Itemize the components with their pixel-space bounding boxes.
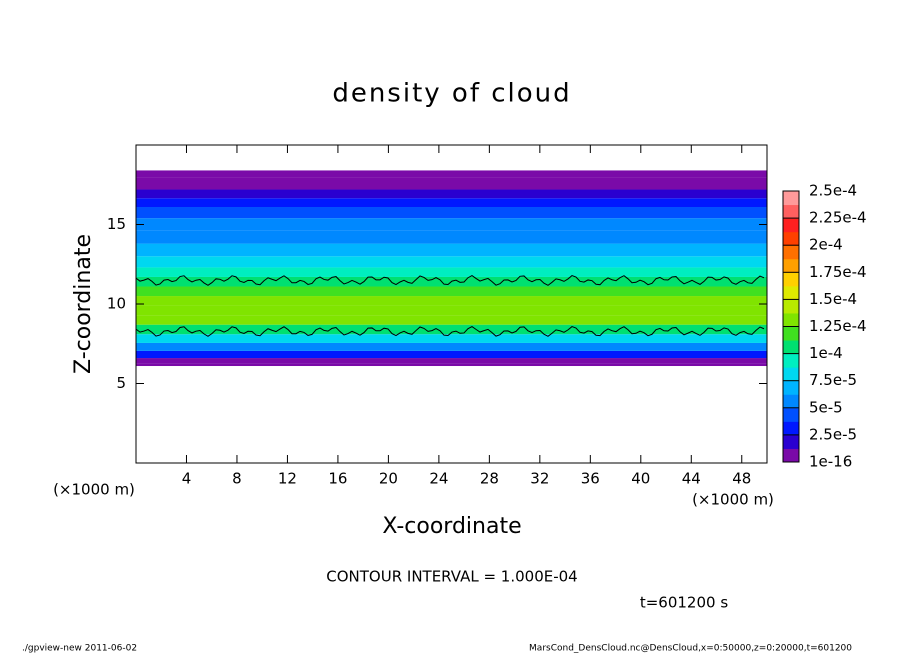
colorbar-label: 2.5e-4	[809, 182, 857, 200]
heat-row	[136, 243, 767, 257]
y-unit: (×1000 m)	[53, 481, 135, 499]
x-axis-title: X-coordinate	[382, 514, 521, 539]
x-tick-label: 8	[232, 470, 242, 488]
colorbar-swatch	[783, 394, 799, 409]
colorbar-swatch	[783, 204, 799, 219]
colorbar-swatch	[783, 245, 799, 260]
x-tick-label: 32	[530, 470, 549, 488]
colorbar-swatch	[783, 272, 799, 287]
colorbar-swatch	[783, 326, 799, 341]
colorbar-swatch	[783, 367, 799, 382]
x-tick-label: 12	[278, 470, 297, 488]
heat-row	[136, 189, 767, 199]
footer-left: ./gpview-new 2011-06-02	[22, 644, 137, 654]
heat-row	[136, 363, 767, 367]
time-note: t=601200 s	[640, 594, 728, 612]
x-unit: (×1000 m)	[692, 491, 774, 509]
x-tick-label: 48	[732, 470, 751, 488]
colorbar-label: 2.25e-4	[809, 209, 867, 227]
heat-row	[136, 286, 767, 297]
colorbar-label: 1.75e-4	[809, 263, 867, 281]
heat-row	[136, 324, 767, 335]
heat-row	[136, 305, 767, 316]
x-tick-label: 20	[379, 470, 398, 488]
colorbar-swatch	[783, 434, 799, 449]
colorbar-swatch	[783, 421, 799, 436]
colorbar-label: 1.5e-4	[809, 290, 857, 308]
heat-row	[136, 177, 767, 190]
colorbar-label: 2e-4	[809, 236, 843, 254]
colorbar-swatch	[783, 407, 799, 422]
y-tick-label: 5	[116, 374, 126, 392]
y-tick-label: 10	[107, 295, 126, 313]
contour-note: CONTOUR INTERVAL = 1.000E-04	[326, 568, 577, 586]
heat-row	[136, 358, 767, 364]
heat-row	[136, 170, 767, 178]
colorbar-label: 1e-16	[809, 453, 852, 471]
y-axis-title: Z-coordinate	[71, 234, 96, 374]
x-tick-label: 16	[328, 470, 347, 488]
chart-title: density of cloud	[332, 79, 571, 109]
colorbar-swatch	[783, 285, 799, 300]
heat-row	[136, 207, 767, 219]
colorbar-label: 7.5e-5	[809, 371, 857, 389]
heat-row	[136, 350, 767, 359]
x-tick-label: 44	[682, 470, 701, 488]
footer-right: MarsCond_DensCloud.nc@DensCloud,x=0:5000…	[529, 644, 852, 654]
heat-row	[136, 218, 767, 231]
y-tick-label: 15	[107, 215, 126, 233]
colorbar-swatch	[783, 448, 799, 463]
x-tick-label: 36	[581, 470, 600, 488]
colorbar-swatch	[783, 231, 799, 246]
x-tick-label: 4	[182, 470, 192, 488]
heat-row	[136, 315, 767, 325]
heat-row	[136, 267, 767, 277]
heat-row	[136, 296, 767, 306]
colorbar-swatch	[783, 340, 799, 355]
heat-row	[136, 230, 767, 244]
plot-area	[135, 170, 767, 367]
colorbar-swatch	[783, 299, 799, 314]
colorbar-swatch	[783, 380, 799, 395]
x-tick-label: 24	[429, 470, 448, 488]
colorbar-label: 1.25e-4	[809, 317, 867, 335]
heat-row	[136, 334, 767, 343]
heat-row	[136, 198, 767, 208]
contour-line	[135, 274, 765, 286]
colorbar-swatch	[783, 218, 799, 233]
colorbar-swatch	[783, 258, 799, 273]
heat-row	[136, 342, 767, 351]
contour-line	[135, 325, 765, 337]
x-tick-label: 28	[480, 470, 499, 488]
colorbar-swatch	[783, 312, 799, 327]
colorbar-swatch	[783, 353, 799, 368]
colorbar-swatch	[783, 191, 799, 206]
colorbar-label: 1e-4	[809, 344, 843, 362]
colorbar-label: 5e-5	[809, 398, 843, 416]
colorbar-label: 2.5e-5	[809, 425, 857, 443]
x-tick-label: 40	[631, 470, 650, 488]
heat-row	[136, 256, 767, 268]
